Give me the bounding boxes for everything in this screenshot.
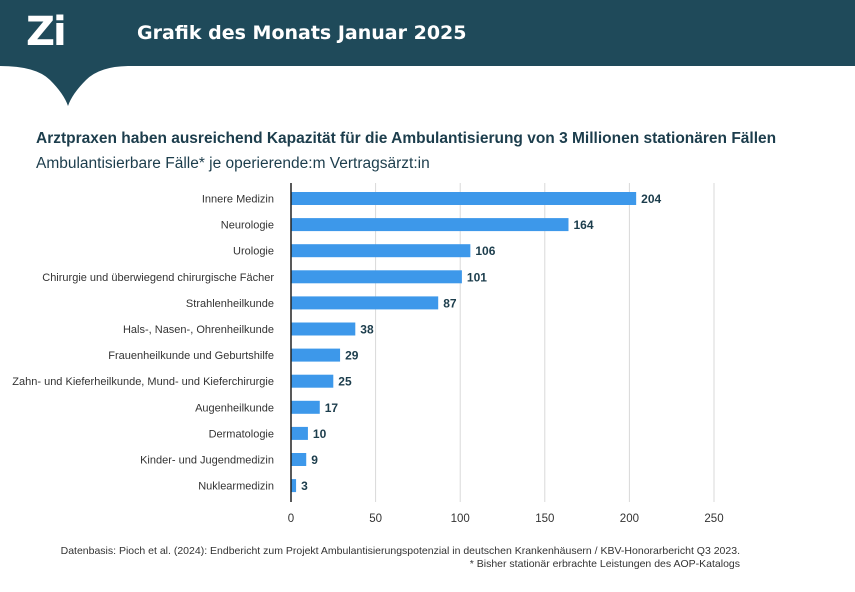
value-label: 17 [325,401,339,415]
x-tick-label: 100 [451,513,470,525]
value-label: 204 [641,192,661,206]
x-tick-label: 150 [535,513,554,525]
x-tick-label: 200 [620,513,639,525]
bar [291,296,439,310]
category-label: Innere Medizin [202,194,274,206]
bar [291,322,356,336]
bar [291,218,569,232]
category-label: Augenheilkunde [195,402,274,414]
footnote-source: Datenbasis: Pioch et al. (2024): Endberi… [60,545,740,557]
bar [291,479,297,493]
category-label: Kinder- und Jugendmedizin [140,455,274,467]
bar [291,244,471,258]
value-label: 38 [360,323,374,337]
category-label: Chirurgie und überwiegend chirurgische F… [42,272,274,284]
value-label: 87 [443,296,457,310]
footnote-note: * Bisher stationär erbrachte Leistungen … [469,558,740,570]
logo-text: Zi [26,9,67,55]
header-title: Grafik des Monats Januar 2025 [137,22,467,44]
logo-badge [0,60,130,106]
value-label: 25 [338,375,352,389]
category-label: Dermatologie [209,428,274,440]
category-label: Hals-, Nasen-, Ohrenheilkunde [123,324,274,336]
value-label: 3 [301,479,308,493]
category-label: Strahlenheilkunde [186,298,274,310]
category-label: Urologie [233,246,274,258]
bar [291,348,341,362]
value-label: 106 [475,244,495,258]
bar [291,192,637,205]
bar [291,374,334,388]
category-label: Zahn- und Kieferheilkunde, Mund- und Kie… [12,376,274,388]
category-label: Neurologie [221,220,274,232]
category-label: Frauenheilkunde und Geburtshilfe [108,350,274,362]
bar-chart: Innere Medizin 204 Neurologie 164 Urologie 10… [12,183,724,525]
bar [291,270,462,284]
x-tick-label: 50 [369,513,382,525]
value-label: 101 [467,270,487,284]
value-label: 29 [345,349,359,363]
value-label: 10 [313,427,327,441]
bar [291,426,308,440]
chart-title: Arztpraxen haben ausreichend Kapazität f… [36,130,777,147]
footnote: Datenbasis: Pioch et al. (2024): Endberi… [61,545,740,571]
x-tick-label: 0 [288,513,294,525]
bar [291,400,320,414]
bar [291,453,307,466]
x-tick-label: 250 [704,513,723,525]
chart-subtitle: Ambulantisierbare Fälle* je operierende:… [36,155,430,172]
category-label: Nuklearmedizin [198,481,274,493]
value-label: 9 [311,453,318,467]
value-label: 164 [573,218,593,232]
header-band [0,0,855,66]
